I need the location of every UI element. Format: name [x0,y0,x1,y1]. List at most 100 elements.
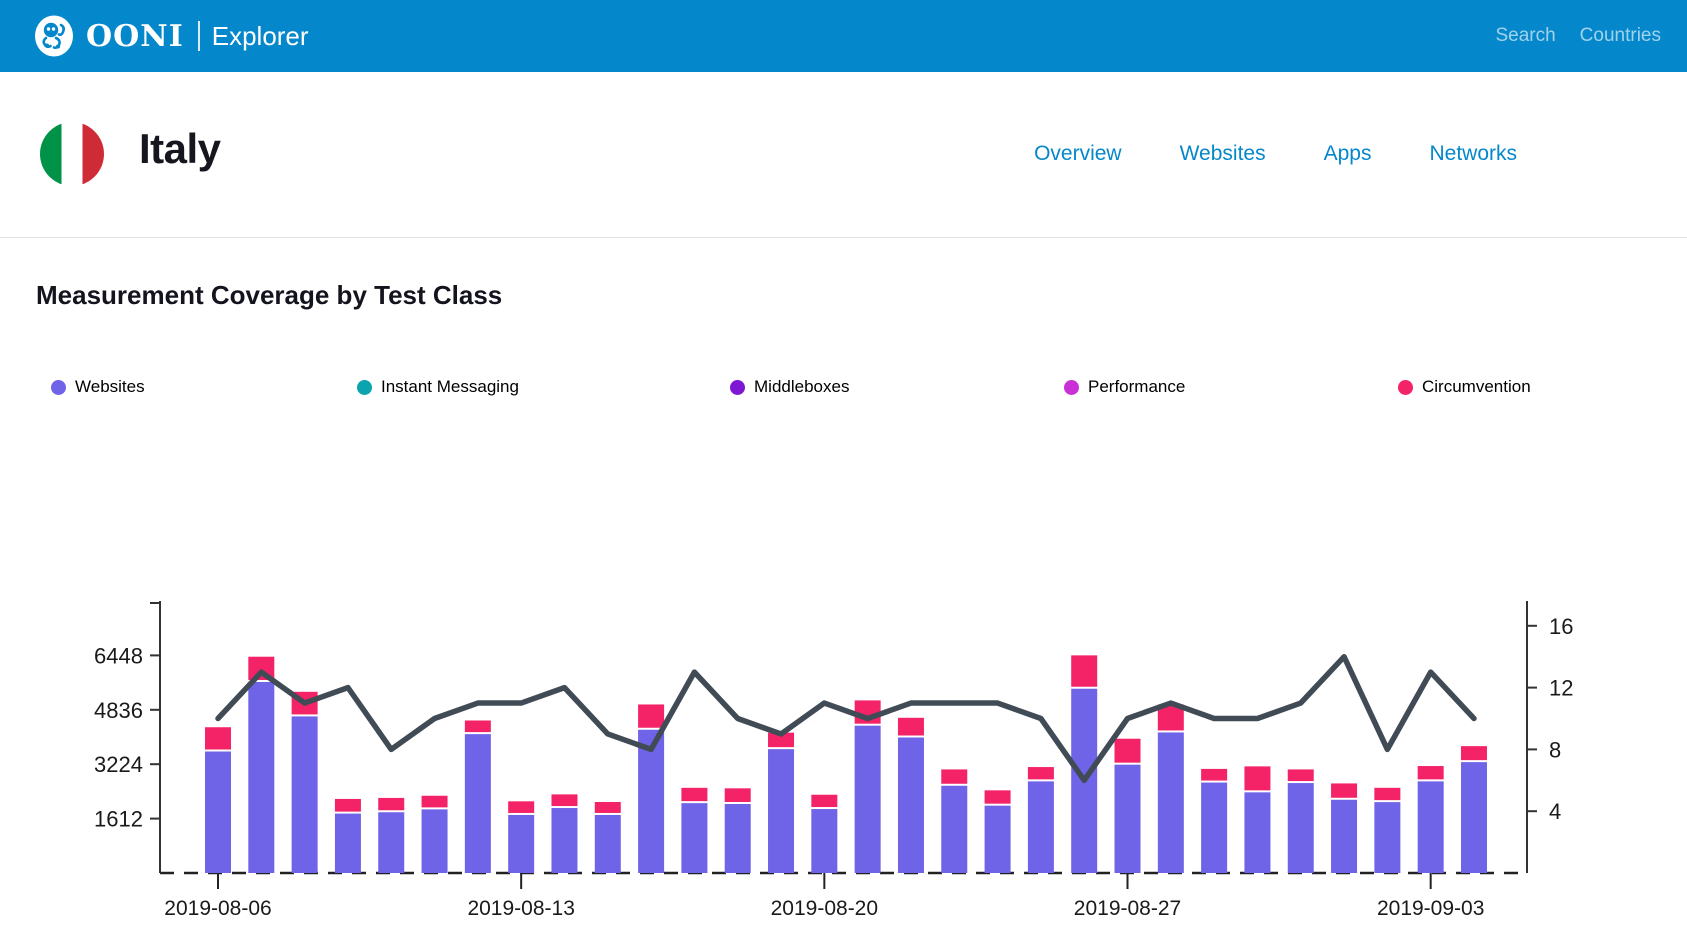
bar-circumvention-2019-08-13[interactable] [508,801,535,813]
bar-websites-2019-08-16[interactable] [638,729,665,873]
bar-circumvention-2019-08-31[interactable] [1287,769,1314,782]
bar-circumvention-2019-09-01[interactable] [1331,783,1358,798]
country-nav: Overview Websites Apps Networks [1034,142,1517,166]
right-axis-tick-label: 16 [1549,614,1573,639]
bar-circumvention-2019-08-12[interactable] [464,720,491,733]
bar-circumvention-2019-08-10[interactable] [378,797,405,811]
bar-websites-2019-08-22[interactable] [897,737,924,873]
top-nav-countries[interactable]: Countries [1579,25,1661,46]
top-nav: Search Countries [1495,0,1661,72]
bar-websites-2019-08-06[interactable] [205,751,231,873]
legend-item-performance[interactable]: Performance [1064,377,1185,397]
bar-websites-2019-08-12[interactable] [464,734,491,873]
bar-websites-2019-08-17[interactable] [681,803,708,873]
bar-websites-2019-08-13[interactable] [508,814,535,873]
bar-circumvention-2019-08-30[interactable] [1244,766,1271,791]
brand-name: OONI [86,18,184,54]
legend-item-middleboxes[interactable]: Middleboxes [730,377,849,397]
bar-websites-2019-08-30[interactable] [1244,792,1271,873]
bar-circumvention-2019-08-20[interactable] [811,794,838,808]
bar-websites-2019-08-10[interactable] [378,812,405,873]
bar-websites-2019-08-28[interactable] [1157,732,1184,873]
legend-item-websites[interactable]: Websites [51,377,145,397]
bar-circumvention-2019-08-27[interactable] [1114,738,1141,763]
legend-item-circumvention[interactable]: Circumvention [1398,377,1531,397]
left-axis-tick-label: 3224 [94,752,143,777]
x-axis-tick-label: 2019-08-06 [164,897,271,920]
bar-websites-2019-08-08[interactable] [291,716,318,873]
bar-circumvention-2019-08-24[interactable] [984,790,1011,804]
right-axis-tick-label: 12 [1549,676,1573,701]
bar-websites-2019-08-25[interactable] [1027,781,1054,873]
bar-circumvention-2019-08-19[interactable] [768,732,795,748]
bar-websites-2019-09-03[interactable] [1417,781,1444,873]
top-nav-search[interactable]: Search [1495,25,1556,46]
bar-websites-2019-08-20[interactable] [811,809,838,873]
bar-circumvention-2019-08-14[interactable] [551,794,578,807]
bar-websites-2019-08-18[interactable] [724,803,751,873]
bar-circumvention-2019-09-02[interactable] [1374,787,1401,801]
country-nav-websites[interactable]: Websites [1179,142,1266,165]
left-axis-tick-label: 4836 [94,698,143,723]
italy-flag-icon [40,122,104,186]
x-axis-tick-label: 2019-08-27 [1074,897,1181,920]
right-axis-tick-label: 8 [1549,737,1561,762]
bar-circumvention-2019-08-18[interactable] [724,788,751,802]
bar-websites-2019-09-04[interactable] [1460,762,1487,873]
brand-divider [197,21,200,51]
ooni-octopus-logo-icon [34,15,74,57]
legend-label: Performance [1088,377,1186,396]
bar-websites-2019-08-14[interactable] [551,808,578,873]
bar-circumvention-2019-08-06[interactable] [205,727,231,750]
left-axis-tick-label: 6448 [94,643,143,668]
bar-websites-2019-08-24[interactable] [984,805,1011,873]
bar-websites-2019-08-29[interactable] [1201,782,1228,873]
bar-websites-2019-08-23[interactable] [941,785,968,873]
legend-item-instant-messaging[interactable]: Instant Messaging [357,377,519,397]
country-nav-apps[interactable]: Apps [1323,142,1372,165]
bar-circumvention-2019-08-22[interactable] [897,717,924,736]
bar-circumvention-2019-08-09[interactable] [334,798,361,812]
bar-websites-2019-08-27[interactable] [1114,764,1141,873]
bar-circumvention-2019-08-11[interactable] [421,795,448,808]
bar-circumvention-2019-09-03[interactable] [1417,766,1444,780]
bar-websites-2019-08-09[interactable] [334,813,361,873]
bar-circumvention-2019-08-16[interactable] [638,704,665,728]
legend-dot-icon [357,379,372,395]
bar-circumvention-2019-08-23[interactable] [941,769,968,784]
bar-websites-2019-08-07[interactable] [248,681,275,873]
bar-websites-2019-09-02[interactable] [1374,802,1401,873]
country-title: Italy [139,125,221,172]
bar-circumvention-2019-08-26[interactable] [1071,655,1098,687]
bar-websites-2019-08-19[interactable] [768,749,795,873]
bar-websites-2019-08-15[interactable] [594,814,621,873]
brand[interactable]: OONI Explorer [34,15,309,57]
top-header: OONI Explorer Search Countries [0,0,1687,72]
networks-line [215,653,1477,784]
legend-label: Websites [75,377,145,396]
legend-label: Circumvention [1422,377,1531,396]
bar-websites-2019-08-31[interactable] [1287,783,1314,873]
bar-circumvention-2019-08-17[interactable] [681,787,708,802]
bar-websites-2019-09-01[interactable] [1331,799,1358,873]
x-axis-tick-label: 2019-08-13 [467,897,574,920]
bar-circumvention-2019-08-29[interactable] [1201,768,1228,781]
bar-websites-2019-08-11[interactable] [421,809,448,873]
bar-circumvention-2019-08-25[interactable] [1027,767,1054,780]
country-nav-overview[interactable]: Overview [1034,142,1122,165]
bar-circumvention-2019-09-04[interactable] [1460,746,1487,761]
bar-websites-2019-08-21[interactable] [854,725,881,873]
left-axis-tick-label: 1612 [94,807,143,832]
chart-legend: Websites Instant Messaging Middleboxes Perf… [0,366,1687,396]
legend-dot-icon [730,379,745,395]
x-axis-tick-label: 2019-08-20 [771,897,878,920]
legend-dot-icon [1398,379,1413,395]
legend-dot-icon [51,379,66,395]
bar-circumvention-2019-08-15[interactable] [594,801,621,813]
x-axis-tick-label: 2019-09-03 [1377,897,1484,920]
brand-subtitle: Explorer [211,20,309,51]
country-nav-networks[interactable]: Networks [1429,142,1517,165]
section-title: Measurement Coverage by Test Class [36,280,503,310]
legend-dot-icon [1064,379,1079,395]
